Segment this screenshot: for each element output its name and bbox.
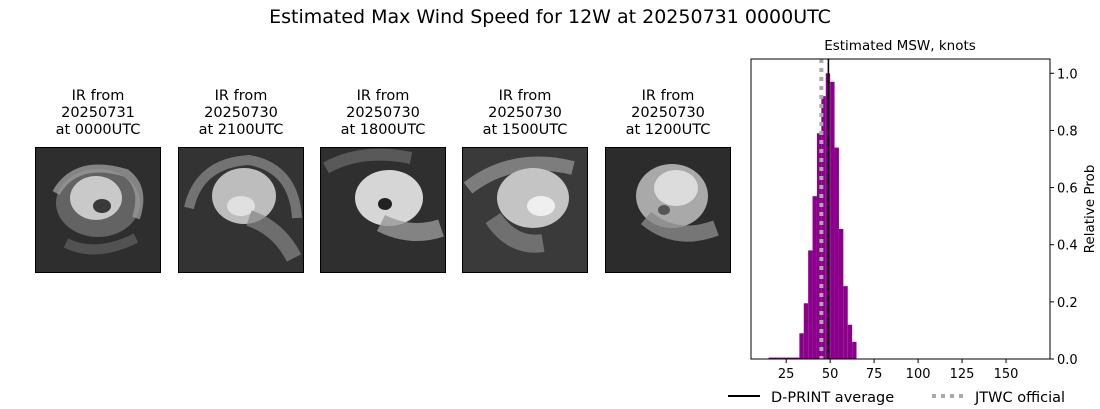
ir-satellite-image [605, 147, 731, 273]
ir-caption: IR from 20250730 at 2100UTC [178, 88, 304, 142]
ir-caption-time: at 1800UTC [340, 122, 426, 138]
x-tick-label: 100 [906, 367, 931, 382]
ir-satellite-image [178, 147, 304, 273]
ir-caption-date: 20250730 [631, 105, 705, 121]
figure-title: Estimated Max Wind Speed for 12W at 2025… [269, 6, 831, 28]
ir-caption-date: 20250730 [488, 105, 562, 121]
x-axis-ticks: 25 50 75 100 125 150 [778, 359, 1019, 382]
ir-caption-line1: IR from [214, 88, 268, 104]
ir-satellite-image [35, 147, 161, 273]
x-tick-label: 150 [994, 367, 1019, 382]
y-tick-label: 0.8 [1057, 124, 1078, 139]
reference-lines [819, 59, 830, 359]
histogram-bar [852, 341, 857, 359]
histogram-bar [781, 357, 787, 359]
ir-caption-time: at 1200UTC [625, 122, 711, 138]
y-tick-label: 0.2 [1057, 296, 1078, 311]
ir-caption-time: at 0000UTC [55, 122, 141, 138]
histogram-bar [790, 357, 795, 359]
y-axis-ticks: 0.0 0.2 0.4 0.6 0.8 1.0 [1050, 67, 1078, 368]
x-tick-label: 25 [778, 367, 795, 382]
y-tick-label: 0.4 [1057, 239, 1078, 254]
histogram-bar [821, 96, 826, 360]
histogram-bar [812, 196, 817, 359]
histogram-bars [768, 73, 857, 360]
x-tick-label: 75 [866, 367, 883, 382]
ir-caption-time: at 1500UTC [482, 122, 568, 138]
ir-caption-line1: IR from [71, 88, 125, 104]
ir-caption-line1: IR from [498, 88, 552, 104]
ir-satellite-image [462, 147, 588, 273]
ir-satellite-image [320, 147, 446, 273]
y-tick-label: 1.0 [1057, 67, 1078, 82]
y-axis-label: Relative Prob [1082, 165, 1098, 254]
histogram-bar [799, 333, 804, 359]
y-tick-label: 0.6 [1057, 182, 1078, 197]
histogram-bar [816, 133, 822, 359]
ir-caption-date: 20250730 [204, 105, 278, 121]
x-tick-label: 125 [950, 367, 975, 382]
legend-dprint-label: D-PRINT average [771, 390, 894, 406]
ir-caption-line1: IR from [356, 88, 410, 104]
histogram-bar [772, 357, 778, 359]
histogram-bar [834, 147, 839, 359]
axes-frame [750, 58, 1051, 360]
histogram-bar [847, 324, 853, 359]
histogram-bar [808, 250, 813, 359]
histogram-bar [768, 357, 773, 359]
histogram-bar [803, 303, 809, 359]
histogram-bar [786, 357, 791, 359]
histogram-bar [843, 286, 848, 359]
ir-caption-date: 20250731 [61, 105, 135, 121]
legend-jtwc-label: JTWC official [974, 390, 1065, 406]
legend: D-PRINT average JTWC official [728, 390, 1065, 406]
ir-caption-date: 20250730 [346, 105, 420, 121]
ir-caption: IR from 20250731 at 0000UTC [35, 88, 161, 142]
ir-caption: IR from 20250730 at 1500UTC [462, 88, 588, 142]
ir-caption-time: at 2100UTC [198, 122, 284, 138]
histogram-bar [830, 81, 835, 359]
y-tick-label: 0.0 [1057, 353, 1078, 368]
ir-panel: IR from 20250730 at 1500UTC [462, 88, 588, 273]
ir-caption-line1: IR from [641, 88, 695, 104]
ir-panel: IR from 20250730 at 1200UTC [605, 88, 731, 273]
histogram-bar [838, 229, 844, 359]
chart-title: Estimated MSW, knots [824, 38, 976, 54]
x-tick-label: 50 [822, 367, 839, 382]
ir-caption: IR from 20250730 at 1200UTC [605, 88, 731, 142]
ir-caption: IR from 20250730 at 1800UTC [320, 88, 446, 142]
ir-panel: IR from 20250730 at 1800UTC [320, 88, 446, 273]
ir-panel: IR from 20250731 at 0000UTC [35, 88, 161, 273]
ir-panel: IR from 20250730 at 2100UTC [178, 88, 304, 273]
histogram-bar [777, 357, 782, 359]
histogram-bar [794, 357, 800, 359]
